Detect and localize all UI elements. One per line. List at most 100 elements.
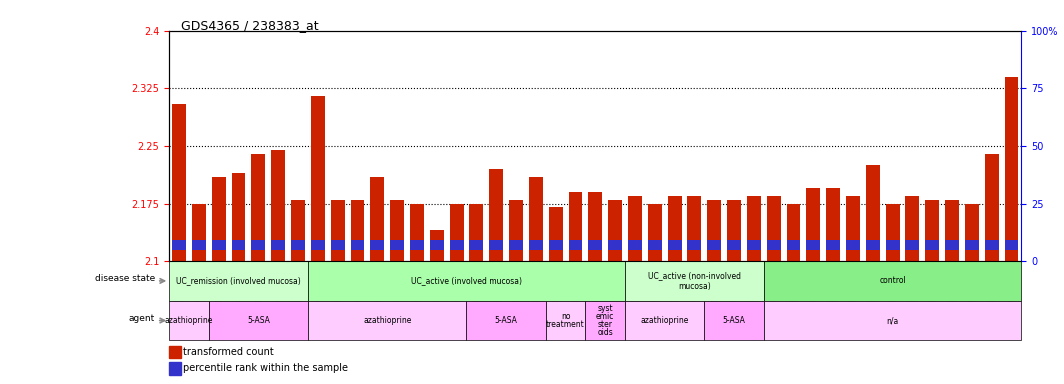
Bar <box>169 261 307 301</box>
Text: control: control <box>879 276 905 285</box>
Bar <box>549 207 563 261</box>
Bar <box>450 240 464 250</box>
Bar <box>311 96 325 261</box>
Bar <box>926 240 940 250</box>
Bar <box>905 240 919 250</box>
Text: no
treatment: no treatment <box>546 312 585 329</box>
Bar <box>370 240 384 250</box>
Text: UC_active (involved mucosa): UC_active (involved mucosa) <box>411 276 522 285</box>
Bar <box>350 200 364 261</box>
Bar <box>965 204 979 261</box>
Text: disease state: disease state <box>95 275 155 283</box>
Text: azathioprine: azathioprine <box>363 316 412 325</box>
Bar <box>807 240 820 250</box>
Bar <box>466 301 546 340</box>
Text: transformed count: transformed count <box>183 347 275 357</box>
Bar <box>846 196 860 261</box>
Text: 5-ASA: 5-ASA <box>247 316 270 325</box>
Bar <box>169 301 209 340</box>
Bar <box>410 240 423 250</box>
Bar <box>648 204 662 261</box>
Bar <box>529 240 543 250</box>
Bar <box>331 200 345 261</box>
Bar <box>588 240 602 250</box>
Bar <box>588 192 602 261</box>
Text: n/a: n/a <box>886 316 899 325</box>
Bar <box>827 240 841 250</box>
Bar <box>568 240 582 250</box>
Bar <box>945 200 959 261</box>
Bar <box>251 154 265 261</box>
Bar <box>292 200 305 261</box>
Bar <box>307 261 625 301</box>
Bar <box>764 301 1021 340</box>
Text: syst
emic
ster
oids: syst emic ster oids <box>596 304 614 337</box>
Bar <box>905 196 919 261</box>
Text: UC_remission (involved mucosa): UC_remission (involved mucosa) <box>177 276 301 285</box>
Bar <box>469 204 483 261</box>
Bar <box>529 177 543 261</box>
Bar <box>172 104 186 261</box>
Bar <box>926 200 940 261</box>
Bar <box>846 240 860 250</box>
Bar <box>232 240 246 250</box>
Bar <box>212 177 226 261</box>
Bar <box>628 240 642 250</box>
Bar <box>232 173 246 261</box>
Bar <box>767 196 781 261</box>
Bar <box>767 240 781 250</box>
Bar <box>885 240 899 250</box>
Bar <box>410 204 423 261</box>
Bar <box>311 240 325 250</box>
Bar <box>827 188 841 261</box>
Bar <box>251 240 265 250</box>
Bar <box>866 240 880 250</box>
Bar <box>192 240 205 250</box>
Bar <box>390 200 404 261</box>
Bar <box>609 240 622 250</box>
Bar <box>747 240 761 250</box>
Bar <box>885 204 899 261</box>
Bar <box>169 362 181 374</box>
Bar <box>390 240 404 250</box>
Bar <box>509 240 523 250</box>
Bar <box>747 196 761 261</box>
Bar <box>568 192 582 261</box>
Bar <box>331 240 345 250</box>
Bar <box>509 200 523 261</box>
Bar <box>307 301 466 340</box>
Bar <box>945 240 959 250</box>
Bar <box>985 240 999 250</box>
Bar <box>786 204 800 261</box>
Text: percentile rank within the sample: percentile rank within the sample <box>183 363 348 373</box>
Bar <box>687 240 701 250</box>
Bar <box>271 240 285 250</box>
Bar <box>786 240 800 250</box>
Bar <box>292 240 305 250</box>
Text: agent: agent <box>129 314 155 323</box>
Bar <box>430 240 444 250</box>
Bar <box>212 240 226 250</box>
Text: 5-ASA: 5-ASA <box>495 316 517 325</box>
Bar <box>985 154 999 261</box>
Text: 5-ASA: 5-ASA <box>722 316 746 325</box>
Bar <box>625 261 764 301</box>
Text: GDS4365 / 238383_at: GDS4365 / 238383_at <box>181 19 318 32</box>
Bar <box>625 301 704 340</box>
Bar <box>628 196 642 261</box>
Bar <box>866 165 880 261</box>
Bar <box>1004 77 1018 261</box>
Bar <box>648 240 662 250</box>
Bar <box>727 200 741 261</box>
Bar <box>209 301 307 340</box>
Bar <box>687 196 701 261</box>
Bar <box>489 169 503 261</box>
Bar <box>807 188 820 261</box>
Bar <box>708 240 721 250</box>
Bar <box>350 240 364 250</box>
Bar <box>609 200 622 261</box>
Bar <box>667 240 682 250</box>
Bar <box>549 240 563 250</box>
Bar <box>585 301 625 340</box>
Text: azathioprine: azathioprine <box>165 316 213 325</box>
